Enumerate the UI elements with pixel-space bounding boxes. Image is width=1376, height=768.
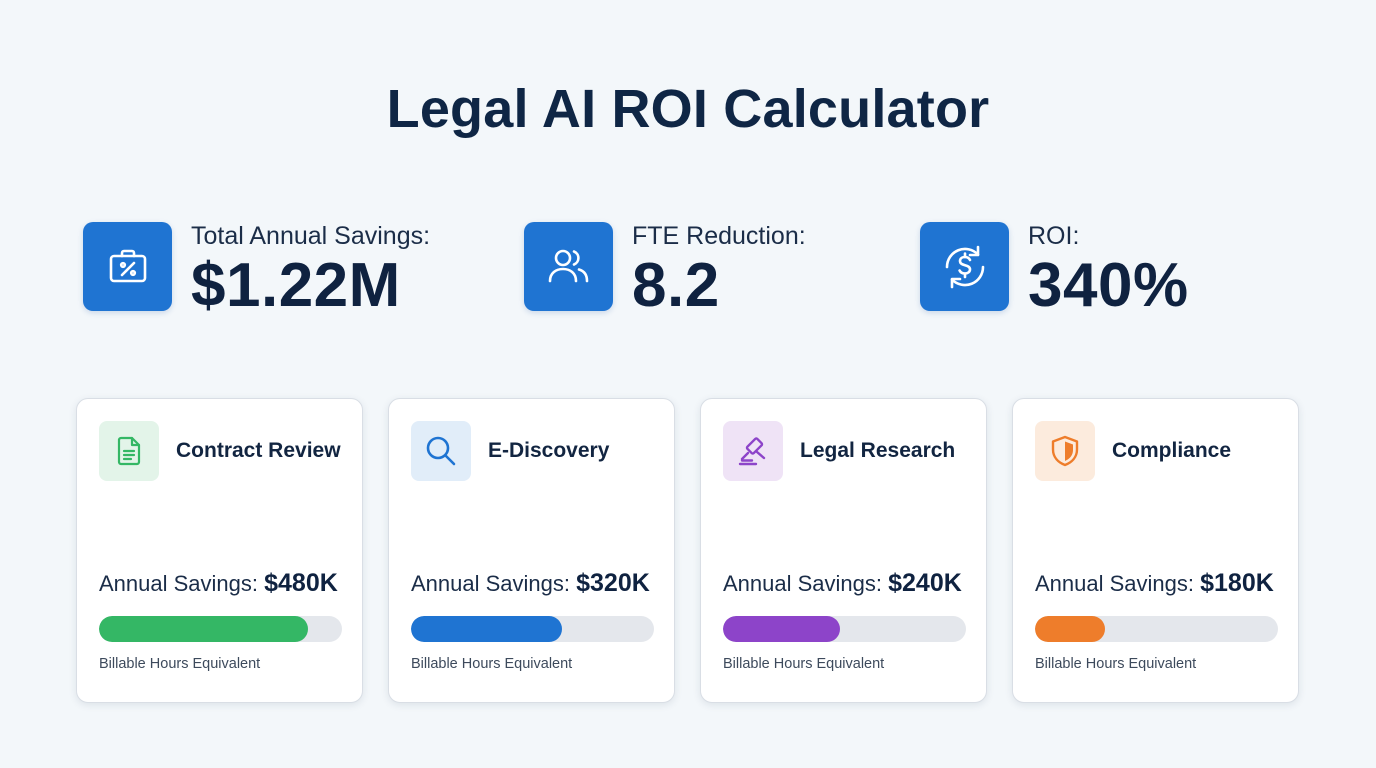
gavel-icon [723,421,783,481]
savings-progress-bar [1035,616,1278,642]
card-title: E-Discovery [488,439,610,462]
kpi-label: Total Annual Savings: [191,222,431,250]
savings-label: Annual Savings: [99,571,258,596]
annual-savings: Annual Savings: $320K [411,569,650,598]
annual-savings: Annual Savings: $240K [723,569,962,598]
savings-value: $240K [888,569,962,597]
bar-caption: Billable Hours Equivalent [1035,656,1197,672]
kpi-value: $1.22M [191,251,401,320]
savings-progress-bar [99,616,342,642]
card-title: Legal Research [800,439,956,462]
savings-progress-fill [411,616,562,642]
savings-progress-fill [99,616,308,642]
card-title: Compliance [1112,439,1232,462]
savings-label: Annual Savings: [411,571,570,596]
savings-label: Annual Savings: [723,571,882,596]
document-icon [99,421,159,481]
card-compliance: Compliance Annual Savings: $180K Billabl… [1012,398,1299,703]
bar-caption: Billable Hours Equivalent [723,656,885,672]
savings-value: $480K [264,569,338,597]
card-contract-review: Contract Review Annual Savings: $480K Bi… [76,398,363,703]
kpi-value: 340% [1028,251,1189,320]
card-e-discovery: E-Discovery Annual Savings: $320K Billab… [388,398,675,703]
savings-value: $320K [576,569,650,597]
savings-progress-bar [723,616,966,642]
card-title: Contract Review [176,439,341,462]
kpi-label: ROI: [1028,222,1080,250]
annual-savings: Annual Savings: $180K [1035,569,1274,598]
kpi-label: FTE Reduction: [632,222,806,250]
card-legal-research: Legal Research Annual Savings: $240K Bil… [700,398,987,703]
bar-caption: Billable Hours Equivalent [411,656,573,672]
savings-value: $180K [1200,569,1274,597]
savings-progress-fill [723,616,840,642]
dollar-cycle-icon [920,222,1009,311]
briefcase-percent-icon [83,222,172,311]
savings-progress-fill [1035,616,1106,642]
shield-icon [1035,421,1095,481]
search-icon [411,421,471,481]
kpi-total-annual-savings: Total Annual Savings: $1.22M [83,222,430,318]
page-title: Legal AI ROI Calculator [386,79,990,139]
savings-progress-bar [411,616,654,642]
users-icon [524,222,613,311]
kpi-roi: ROI: 340% [920,222,1189,318]
kpi-fte-reduction: FTE Reduction: 8.2 [524,222,806,318]
kpi-value: 8.2 [632,251,720,320]
annual-savings: Annual Savings: $480K [99,569,338,598]
savings-label: Annual Savings: [1035,571,1194,596]
bar-caption: Billable Hours Equivalent [99,656,261,672]
